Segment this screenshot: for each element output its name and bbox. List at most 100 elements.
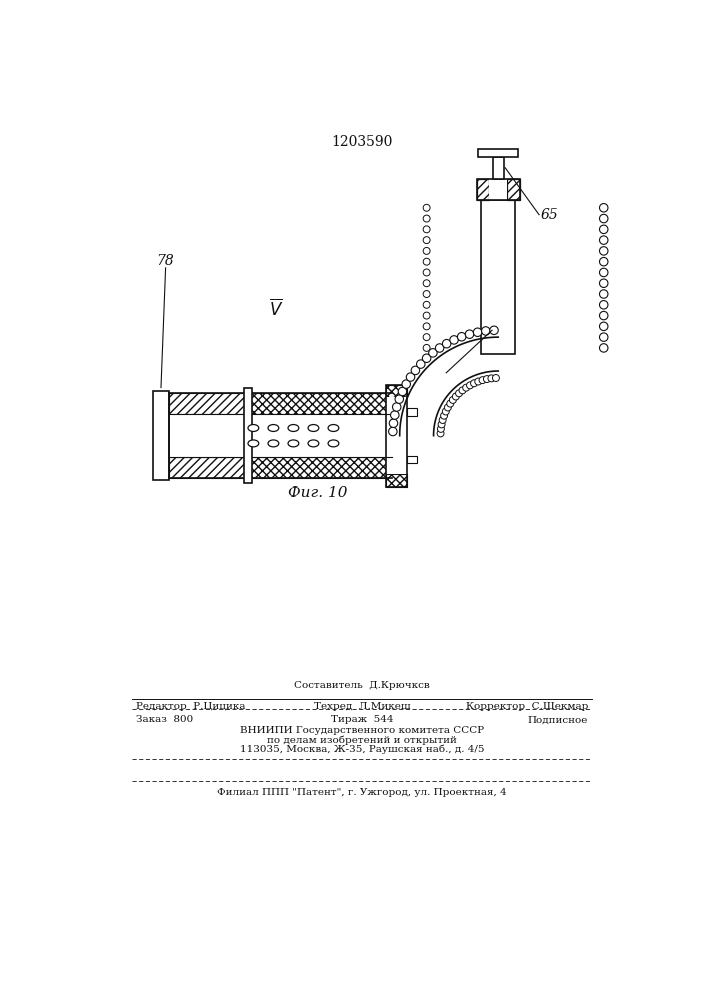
Circle shape: [423, 334, 430, 341]
Circle shape: [423, 247, 430, 254]
Circle shape: [452, 393, 460, 400]
Circle shape: [440, 412, 448, 419]
Circle shape: [436, 344, 444, 352]
Circle shape: [416, 360, 425, 368]
Circle shape: [423, 301, 430, 308]
Circle shape: [423, 204, 430, 211]
Circle shape: [438, 421, 445, 428]
Circle shape: [450, 396, 456, 403]
Text: 78: 78: [157, 254, 175, 268]
Text: Фиг. 10: Фиг. 10: [288, 486, 347, 500]
Ellipse shape: [308, 425, 319, 431]
Text: ВНИИПИ Государственного комитета СССР: ВНИИПИ Государственного комитета СССР: [240, 726, 484, 735]
Circle shape: [600, 311, 608, 320]
Circle shape: [600, 333, 608, 341]
Circle shape: [437, 430, 444, 437]
Circle shape: [423, 312, 430, 319]
Bar: [477, 179, 520, 200]
Bar: [169, 457, 246, 478]
Circle shape: [455, 390, 462, 397]
Circle shape: [490, 326, 498, 335]
Ellipse shape: [328, 425, 339, 431]
Text: 81: 81: [493, 323, 511, 337]
Circle shape: [423, 215, 430, 222]
Circle shape: [395, 395, 404, 403]
Circle shape: [439, 417, 446, 423]
Circle shape: [402, 380, 411, 388]
Circle shape: [474, 328, 482, 336]
Polygon shape: [399, 337, 498, 436]
Circle shape: [484, 376, 491, 383]
Circle shape: [390, 419, 398, 427]
Circle shape: [481, 327, 490, 335]
Circle shape: [447, 400, 454, 407]
Circle shape: [475, 378, 481, 385]
Circle shape: [443, 408, 449, 415]
Bar: [386, 397, 407, 474]
Ellipse shape: [308, 440, 319, 447]
Circle shape: [600, 225, 608, 234]
Circle shape: [459, 387, 466, 394]
Circle shape: [479, 377, 486, 384]
Bar: [244, 388, 252, 483]
Circle shape: [428, 349, 437, 357]
Bar: [407, 456, 416, 463]
Circle shape: [411, 366, 420, 375]
Text: 1203590: 1203590: [332, 135, 392, 149]
Text: Редактор  Р.Цицика: Редактор Р.Цицика: [136, 702, 246, 711]
Circle shape: [423, 280, 430, 287]
Text: 65: 65: [541, 208, 559, 222]
Circle shape: [600, 204, 608, 212]
Text: Заказ  800: Заказ 800: [136, 715, 194, 724]
Ellipse shape: [288, 425, 299, 431]
Circle shape: [462, 384, 469, 391]
Text: по делам изобретений и открытий: по делам изобретений и открытий: [267, 735, 457, 745]
Circle shape: [467, 382, 474, 389]
Circle shape: [392, 403, 401, 411]
Bar: [169, 393, 246, 414]
Circle shape: [423, 258, 430, 265]
Bar: [169, 414, 392, 457]
Bar: [407, 408, 416, 416]
Bar: [477, 179, 489, 200]
Circle shape: [600, 344, 608, 352]
Ellipse shape: [328, 440, 339, 447]
Circle shape: [423, 291, 430, 297]
Circle shape: [600, 257, 608, 266]
Text: Составитель  Д.Крючксв: Составитель Д.Крючксв: [294, 681, 430, 690]
Bar: [386, 385, 407, 487]
Text: Филиал ППП "Патент", г. Ужгород, ул. Проектная, 4: Филиал ППП "Патент", г. Ужгород, ул. Про…: [217, 788, 507, 797]
Circle shape: [471, 380, 477, 387]
Circle shape: [423, 226, 430, 233]
Ellipse shape: [288, 440, 299, 447]
Bar: [478, 149, 518, 157]
Bar: [489, 179, 508, 200]
Circle shape: [600, 247, 608, 255]
Text: Подписное: Подписное: [528, 715, 588, 724]
Bar: [386, 474, 407, 487]
Circle shape: [438, 425, 445, 432]
Circle shape: [398, 387, 407, 396]
Circle shape: [423, 237, 430, 244]
Ellipse shape: [248, 440, 259, 447]
Circle shape: [407, 373, 415, 381]
Bar: [246, 393, 392, 414]
Bar: [153, 391, 169, 480]
Circle shape: [600, 290, 608, 298]
Text: 113035, Москва, Ж-35, Раушская наб., д. 4/5: 113035, Москва, Ж-35, Раушская наб., д. …: [240, 744, 484, 754]
Text: Корректор  С.Шекмар: Корректор С.Шекмар: [466, 702, 588, 711]
Circle shape: [600, 322, 608, 331]
Circle shape: [600, 214, 608, 223]
Circle shape: [493, 375, 499, 381]
Bar: [386, 385, 407, 397]
Text: Техред  Л.Микеш: Техред Л.Микеш: [314, 702, 410, 711]
Bar: [508, 179, 520, 200]
Text: $\overline{V}$: $\overline{V}$: [269, 298, 284, 319]
Circle shape: [390, 411, 399, 419]
Circle shape: [443, 339, 451, 348]
Circle shape: [423, 269, 430, 276]
Circle shape: [600, 279, 608, 287]
Circle shape: [600, 236, 608, 244]
Circle shape: [423, 323, 430, 330]
Circle shape: [423, 344, 430, 351]
